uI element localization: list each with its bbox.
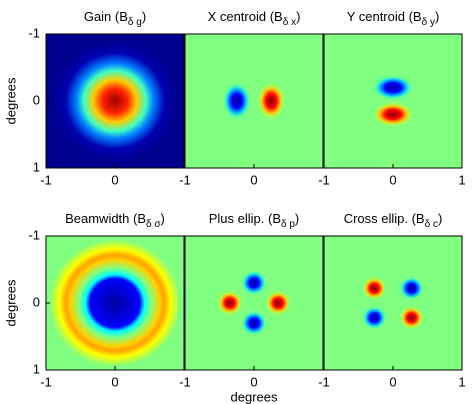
x-tick-label: 0 (250, 172, 257, 187)
title-part: ) (161, 211, 165, 226)
title-part: Beamwidth (B (65, 211, 146, 226)
x-tick-label: 1 (458, 374, 465, 389)
panel-title: Gain (Bδ g) (84, 9, 146, 27)
panel: Cross ellip. (Bδ c) -1 0 1 (318, 211, 465, 389)
image-background (185, 236, 323, 370)
y-axis-label: degrees (3, 279, 18, 326)
x-tick-label: 0 (389, 374, 396, 389)
panel: Gain (Bδ g) -1 0 -1 0 1 degrees (3, 9, 185, 187)
image-lobe (221, 80, 252, 122)
image-lobe (398, 275, 425, 301)
title-part: Plus ellip. (B (209, 211, 281, 226)
y-tick-label: 0 (33, 294, 40, 309)
x-tick-label: -1 (40, 374, 52, 389)
x-tick-label: 0 (111, 172, 118, 187)
x-tick-label: -1 (179, 172, 191, 187)
image-lobe (49, 239, 181, 367)
image-background (324, 34, 462, 168)
x-tick-label: 0 (250, 374, 257, 389)
panel-title: Plus ellip. (Bδ p) (209, 211, 300, 229)
image-lobe (361, 275, 388, 301)
y-tick-label: 1 (33, 159, 40, 174)
panel: Y centroid (Bδ y) -1 0 1 (318, 9, 465, 187)
x-tick-label: 1 (458, 172, 465, 187)
title-part: ) (435, 9, 439, 24)
panel-title: Y centroid (Bδ y) (347, 9, 440, 27)
x-tick-label: 0 (389, 172, 396, 187)
image-background (324, 236, 462, 370)
title-subscript: δ σ (146, 219, 161, 230)
panel-title: X centroid (Bδ x) (208, 9, 301, 27)
title-part: Cross ellip. (B (344, 211, 425, 226)
image-lobe (256, 80, 287, 122)
title-subscript: δ c (425, 219, 438, 230)
image-lobe (370, 101, 416, 128)
image-lobe (240, 269, 268, 297)
y-tick-label: -1 (28, 25, 40, 40)
image-lobe (264, 289, 292, 317)
image-lobe (52, 40, 178, 162)
panel: Beamwidth (Bδ σ) -1 0 -1 0 1 degrees (3, 211, 185, 389)
panel-title: Cross ellip. (Bδ c) (344, 211, 443, 229)
title-subscript: δ y (422, 17, 435, 28)
panel-title: Beamwidth (Bδ σ) (65, 211, 165, 229)
title-part: X centroid (B (208, 9, 283, 24)
y-tick-label: -1 (28, 227, 40, 242)
title-part: ) (296, 9, 300, 24)
y-tick-label: 1 (33, 361, 40, 376)
x-tick-label: 0 (111, 374, 118, 389)
image-lobe (361, 305, 388, 331)
title-subscript: δ g (128, 17, 142, 28)
image-lobe (398, 305, 425, 331)
y-axis-label: degrees (3, 77, 18, 124)
image-lobe (370, 74, 416, 101)
image-background (185, 34, 323, 168)
panel: X centroid (Bδ x) -1 0 (179, 9, 324, 187)
image-lobe (216, 289, 244, 317)
title-part: ) (142, 9, 146, 24)
title-part: ) (438, 211, 442, 226)
x-axis-label: degrees (231, 389, 278, 404)
title-part: Gain (B (84, 9, 128, 24)
x-tick-label: -1 (40, 172, 52, 187)
image-lobe (240, 309, 268, 337)
x-tick-label: -1 (318, 374, 330, 389)
title-subscript: δ x (283, 17, 296, 28)
x-tick-label: -1 (179, 374, 191, 389)
title-subscript: δ p (281, 219, 295, 230)
title-part: ) (295, 211, 299, 226)
title-part: Y centroid (B (347, 9, 422, 24)
y-tick-label: 0 (33, 92, 40, 107)
x-tick-label: -1 (318, 172, 330, 187)
